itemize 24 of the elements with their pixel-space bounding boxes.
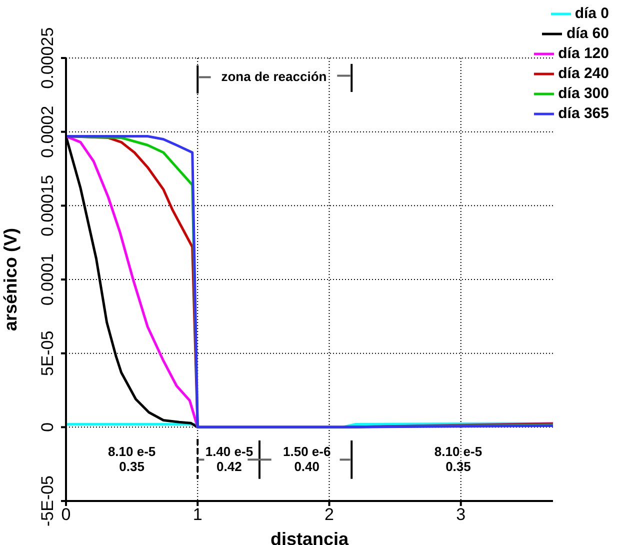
legend-label: día 240 [558,65,609,82]
x-axis-title: distancia [270,529,350,545]
y-tick-label: 0.00015 [38,174,57,236]
y-tick-label: 0.0002 [38,106,57,158]
annotation: 8.10 e-5 0.35 [434,444,482,474]
annotation: 1.40 e-5 0.42 [205,444,254,474]
y-tick-label: 5E-05 [38,330,57,376]
y-axis-title: arsénico (V) [0,228,20,332]
legend-label: día 300 [558,85,609,102]
annotation: zona de reacción [221,69,327,84]
legend-label: día 120 [558,45,609,62]
y-tick-label: 0 [38,422,57,432]
legend-label: día 60 [566,25,609,42]
legend-label: día 365 [558,105,609,122]
x-tick-label: 1 [192,505,202,524]
legend-label: día 0 [574,5,609,22]
x-tick-label: 3 [456,505,466,524]
y-tick-label: -5E-05 [38,475,57,527]
y-tick-label: 0.00025 [38,27,57,89]
x-tick-label: 0 [61,505,71,524]
annotation: 8.10 e-5 0.35 [108,444,156,474]
x-tick-label: 2 [324,505,334,524]
annotation: 1.50 e-6 0.40 [283,444,331,474]
y-tick-label: 0.0001 [38,254,57,306]
